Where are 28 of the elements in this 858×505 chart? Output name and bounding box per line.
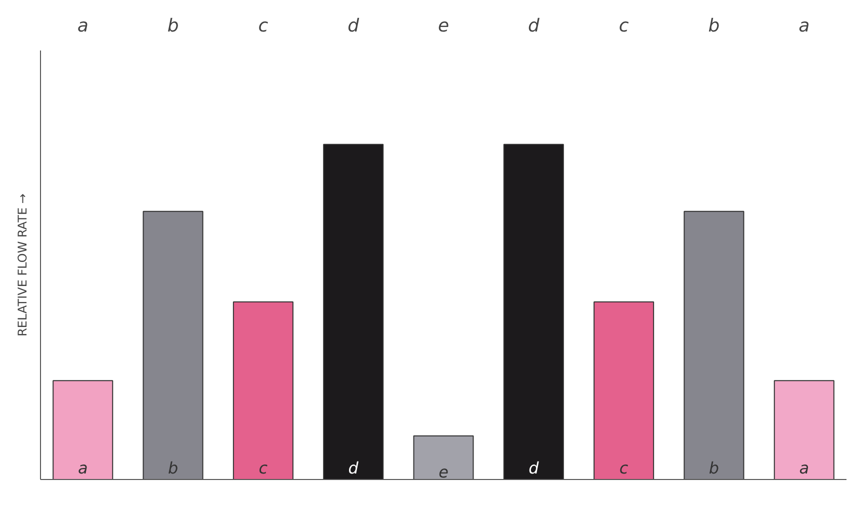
x-tick-label: d xyxy=(348,458,360,478)
x-tick-label: b xyxy=(168,458,178,478)
category-label: c xyxy=(618,16,629,36)
category-label: d xyxy=(348,16,360,36)
y-axis-title: RELATIVE FLOW RATE → xyxy=(16,194,30,336)
x-tick-label: c xyxy=(619,458,628,478)
bar xyxy=(503,144,564,480)
bar xyxy=(142,210,204,480)
x-tick-label: d xyxy=(528,458,540,478)
category-label: a xyxy=(77,16,88,36)
category-label: a xyxy=(798,16,810,36)
x-tick-label: e xyxy=(438,462,449,482)
bar xyxy=(323,144,384,480)
category-label: d xyxy=(528,16,540,36)
category-label: b xyxy=(167,16,179,36)
category-label: e xyxy=(438,16,450,36)
bar xyxy=(232,301,294,480)
bar xyxy=(684,210,744,480)
x-tick-label: a xyxy=(78,458,88,478)
x-tick-label: c xyxy=(258,458,268,478)
x-tick-label: a xyxy=(799,458,810,478)
category-label: b xyxy=(708,16,720,36)
bar xyxy=(52,380,114,480)
bar xyxy=(413,435,474,480)
bar xyxy=(774,380,834,480)
x-tick-label: b xyxy=(708,458,720,478)
bar xyxy=(594,301,654,480)
category-label: c xyxy=(258,16,268,36)
